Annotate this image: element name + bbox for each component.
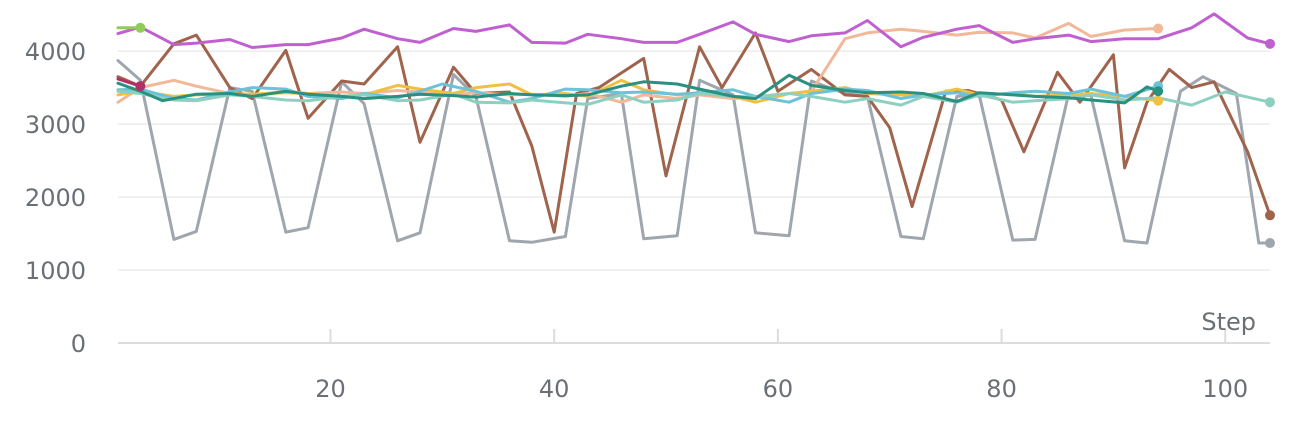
series-end-point-8 <box>1265 38 1275 49</box>
series-line-6 <box>116 89 1272 107</box>
series-line-7 <box>116 73 1160 105</box>
y-tick-label: 3000 <box>25 111 86 139</box>
series-end-point-6 <box>1265 97 1275 108</box>
y-tick-label: 4000 <box>25 38 86 66</box>
series-line-2 <box>116 31 1272 234</box>
series-end-point-3 <box>1153 23 1164 34</box>
x-tick-label: 60 <box>763 375 794 403</box>
series-end-point-9 <box>135 22 146 33</box>
series-end-markers <box>135 22 1275 249</box>
y-tick-label: 1000 <box>25 257 86 285</box>
series-end-point-10 <box>135 81 146 92</box>
series-lines <box>116 12 1272 245</box>
series-end-point-4 <box>1153 95 1164 106</box>
grid <box>118 50 1270 271</box>
x-tick-label: 100 <box>1202 375 1248 403</box>
series-end-point-7 <box>1153 86 1164 97</box>
axes: 0 1000 2000 3000 4000 20 40 60 80 100 <box>25 38 1270 403</box>
x-tick-label: 80 <box>986 375 1017 403</box>
series-line-8 <box>116 12 1272 49</box>
x-tick-label: 40 <box>539 375 570 403</box>
x-tick-label: 20 <box>315 375 346 403</box>
y-tick-label: 0 <box>71 330 86 358</box>
x-axis-title: Step <box>1201 308 1256 336</box>
y-tick-label: 2000 <box>25 184 86 212</box>
series-end-point-1 <box>1265 238 1275 249</box>
series-end-point-2 <box>1265 210 1275 221</box>
